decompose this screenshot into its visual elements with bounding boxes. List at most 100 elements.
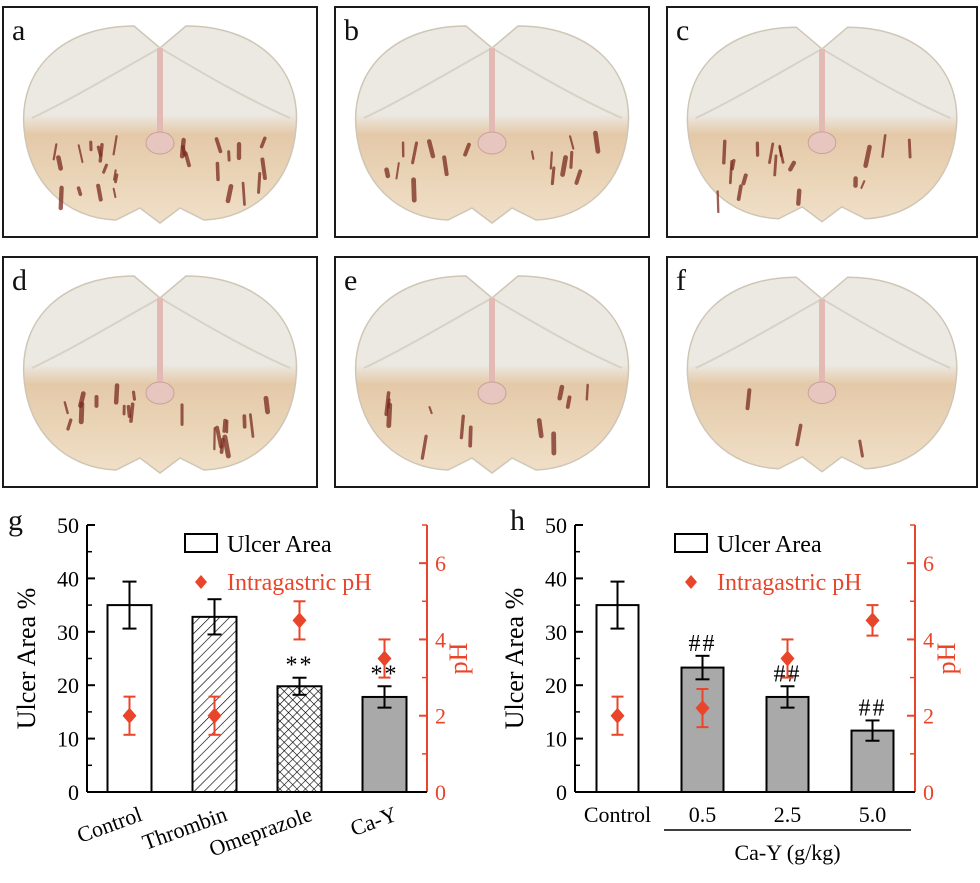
lesion-mark [718, 191, 719, 212]
lesion-mark [551, 153, 552, 169]
ulcer-area-bar [278, 686, 322, 792]
lesion-mark [724, 141, 725, 163]
photo-panel-b: b [334, 6, 650, 238]
legend-bar-label: Ulcer Area [227, 532, 332, 558]
panel-label-d: d [12, 264, 27, 298]
group-label: Ca-Y (g/kg) [734, 840, 840, 865]
lesion-mark [387, 170, 388, 176]
lesion-mark [560, 387, 562, 398]
lesion-mark [128, 407, 129, 416]
ph-point [866, 612, 880, 628]
lesion-mark [461, 416, 463, 437]
pylorus [146, 132, 174, 154]
ph-point [293, 612, 307, 628]
lesion-mark [798, 191, 799, 204]
lesion-mark [61, 188, 62, 208]
right-tick-label: 2 [435, 704, 446, 729]
photo-panel-d: d [2, 256, 318, 488]
significance-mark: ** [286, 653, 314, 679]
legend-bar-swatch [185, 534, 217, 552]
lesion-mark [182, 140, 184, 156]
left-tick-label: 10 [57, 727, 79, 752]
ulcer-area-bar [767, 697, 809, 792]
lesion-mark [228, 186, 231, 201]
right-tick-label: 2 [923, 704, 934, 729]
photo-panel-c: c [666, 6, 978, 238]
lesion-mark [58, 158, 60, 169]
left-tick-label: 30 [57, 620, 79, 645]
left-tick-label: 20 [545, 673, 567, 698]
ulcer-area-bar [682, 668, 724, 792]
lesion-mark [587, 385, 588, 400]
significance-mark: ## [859, 695, 887, 721]
lesion-mark [775, 156, 776, 175]
lesion-mark [748, 390, 750, 408]
lesion-mark [563, 157, 566, 174]
legend-bar-swatch [675, 534, 707, 552]
significance-mark: ## [689, 631, 717, 657]
lesion-mark [552, 168, 553, 184]
right-tick-label: 6 [435, 551, 446, 576]
right-tick-label: 0 [923, 780, 934, 805]
stomach-image-f [668, 258, 976, 486]
ulcer-area-bar [363, 697, 407, 792]
panel-label-e: e [344, 264, 357, 298]
lesion-mark [414, 180, 415, 200]
left-tick-label: 20 [57, 673, 79, 698]
stomach-image-a [4, 8, 316, 236]
panel-label-b: b [344, 14, 359, 48]
chart-panel-label: g [8, 504, 23, 537]
lesion-mark [98, 186, 101, 200]
lesion-mark [131, 404, 133, 421]
category-label: 2.5 [774, 802, 802, 827]
pylorus [808, 132, 836, 154]
lesion-mark [539, 420, 541, 435]
chart-panel-label: h [510, 504, 525, 537]
stomach-image-b [336, 8, 648, 236]
lesion-mark [243, 183, 244, 204]
pylorus [146, 382, 174, 404]
panel-label-f: f [676, 264, 686, 298]
category-label: Control [73, 801, 145, 847]
legend-ph-label: Intragastric pH [227, 570, 372, 596]
left-tick-label: 10 [545, 727, 567, 752]
left-tick-label: 40 [57, 566, 79, 591]
y-axis-title: Ulcer Area % [12, 588, 41, 729]
panel-label-c: c [676, 14, 689, 48]
lesion-mark [532, 151, 533, 158]
left-tick-label: 0 [556, 780, 567, 805]
lesion-mark [116, 385, 117, 402]
stomach-image-e [336, 258, 648, 486]
y-axis-title: Ulcer Area % [500, 588, 529, 729]
stomach-image-d [4, 258, 316, 486]
left-tick-label: 50 [545, 513, 567, 538]
lesion-mark [571, 152, 572, 167]
panel-label-a: a [12, 14, 25, 48]
lesion-mark [225, 437, 229, 456]
y2-axis-title: pH [444, 642, 473, 674]
left-tick-label: 40 [545, 566, 567, 591]
pylorus [808, 382, 836, 404]
category-label: 0.5 [689, 802, 717, 827]
lesion-mark [470, 427, 471, 445]
lesion-mark [217, 164, 218, 180]
legend-ph-label: Intragastric pH [717, 570, 862, 596]
photo-panel-a: a [2, 6, 318, 238]
pylorus [478, 132, 506, 154]
lesion-mark [909, 140, 910, 157]
right-tick-label: 0 [435, 780, 446, 805]
left-tick-label: 30 [545, 620, 567, 645]
lesion-mark [743, 175, 745, 183]
lesion-mark [79, 188, 81, 194]
lesion-mark [389, 405, 390, 426]
pylorus [478, 382, 506, 404]
photo-panel-f: f [666, 256, 978, 488]
right-tick-label: 6 [923, 551, 934, 576]
category-label: 5.0 [859, 802, 887, 827]
lesion-mark [134, 392, 135, 399]
lesion-mark [224, 421, 225, 431]
left-tick-label: 0 [68, 780, 79, 805]
